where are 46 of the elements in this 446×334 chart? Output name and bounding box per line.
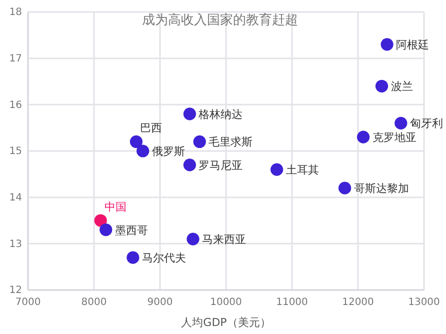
y-tick-label: 18 [9, 7, 22, 18]
point [136, 144, 150, 158]
point [394, 116, 408, 130]
series-label: 罗马尼亚 [198, 158, 243, 172]
point [186, 232, 200, 246]
series-label: 中国 [104, 200, 127, 214]
point [375, 80, 388, 92]
point [126, 251, 140, 264]
point [193, 135, 206, 148]
x-tick-label: 10000 [210, 297, 242, 308]
series-label: 波兰 [390, 80, 413, 94]
point [338, 182, 352, 194]
point [183, 108, 196, 120]
x-tick-label: 8000 [81, 297, 107, 308]
series-label: 马尔代夫 [142, 252, 186, 265]
y-tick-label: 14 [9, 192, 22, 204]
y-tick-label: 16 [9, 100, 22, 111]
point [183, 158, 196, 172]
series-label: 格林纳达 [198, 108, 243, 121]
point [356, 130, 370, 144]
y-tick-label: 13 [9, 238, 22, 250]
point [270, 163, 284, 176]
x-tick-label: 13000 [408, 297, 440, 308]
point [130, 135, 143, 148]
series-label: 哥斯达黎加 [354, 182, 409, 196]
series-label: 阿根廷 [396, 38, 430, 52]
point [94, 214, 107, 227]
x-tick-label: 7000 [15, 297, 41, 308]
series-label: 马来西亚 [202, 233, 246, 246]
series-label: 匈牙利 [410, 117, 443, 130]
series-label: 毛里求斯 [208, 136, 253, 149]
point [380, 38, 394, 51]
chart-title: 成为高收入国家的教育赶超 [142, 12, 298, 28]
series-label: 巴西 [140, 122, 162, 135]
series-label: 土耳其 [286, 164, 319, 177]
x-tick-label: 11000 [276, 297, 308, 308]
series-label: 墨西哥 [114, 224, 148, 237]
series-label: 俄罗斯 [152, 145, 185, 158]
y-tick-label: 15 [9, 146, 22, 158]
x-tick-label: 12000 [342, 297, 374, 308]
series-label: 克罗地亚 [372, 131, 416, 144]
x-tick-label: 9000 [147, 297, 173, 308]
point [100, 223, 112, 236]
y-tick-label: 12 [9, 285, 22, 296]
y-tick-label: 17 [9, 54, 22, 65]
x-axis-title: 人均GDP（美元） [181, 316, 271, 329]
